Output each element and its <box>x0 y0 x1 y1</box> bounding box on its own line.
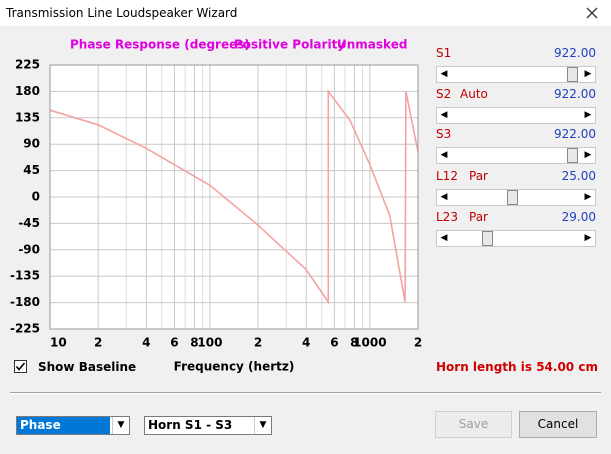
x-tick-label: 6 <box>170 336 178 350</box>
slider-label: S2 <box>436 87 452 101</box>
dropdown-arrow[interactable]: ▼ <box>112 417 129 434</box>
x-tick-label: 4 <box>142 336 150 350</box>
checkbox-label[interactable]: Show Baseline <box>38 360 137 374</box>
slider-label: L12 <box>436 169 458 183</box>
y-tick-label: 135 <box>15 110 40 124</box>
slider-mode: Auto <box>460 87 488 101</box>
slider-track[interactable]: ◀ ▶ <box>436 107 596 124</box>
y-tick-label: 90 <box>23 137 40 151</box>
y-tick-label: 225 <box>15 58 40 72</box>
dropdown-value: Horn S1 - S3 <box>148 418 233 432</box>
x-tick-label: 6 <box>330 336 338 350</box>
slider-mode: Par <box>469 210 488 224</box>
close-button[interactable] <box>586 7 598 19</box>
slider-thumb[interactable] <box>567 67 578 82</box>
checkbox[interactable] <box>14 360 27 373</box>
status-text: Horn length is 54.00 cm <box>436 360 598 374</box>
slider-value: 922.00 <box>554 87 596 101</box>
slider-value: 922.00 <box>554 127 596 141</box>
slider-value: 29.00 <box>561 210 596 224</box>
x-tick-label: 10 <box>50 336 67 350</box>
chart-title: Phase Response (degrees) <box>70 38 250 52</box>
cancel-button[interactable]: Cancel <box>519 411 597 438</box>
slider-label: S3 <box>436 127 452 141</box>
slider-track[interactable]: ◀ ▶ <box>436 147 596 164</box>
y-tick-label: -90 <box>18 242 40 256</box>
y-tick-label: 45 <box>23 163 40 177</box>
x-tick-label: 2 <box>414 336 422 350</box>
slider-thumb[interactable] <box>567 148 578 163</box>
x-tick-label: 1000 <box>353 336 386 350</box>
x-tick-label: 2 <box>94 336 102 350</box>
dropdown[interactable]: Phase ▼ <box>16 416 130 435</box>
slider-track[interactable]: ◀ ▶ <box>436 66 596 83</box>
slider-thumb[interactable] <box>482 231 493 246</box>
x-tick-label: 2 <box>254 336 262 350</box>
slider-label: L23 <box>436 210 458 224</box>
x-axis-label: Frequency (hertz) <box>174 360 295 374</box>
y-tick-label: -225 <box>10 322 40 336</box>
slider-track[interactable]: ◀ ▶ <box>436 230 596 247</box>
title-bar <box>0 0 611 26</box>
annotation: Unmasked <box>337 38 407 52</box>
y-tick-label: -45 <box>18 216 40 230</box>
x-tick-label: 100 <box>197 336 222 350</box>
slider-track[interactable]: ◀ ▶ <box>436 189 596 206</box>
y-tick-label: 180 <box>15 84 40 98</box>
y-tick-label: -180 <box>10 295 40 309</box>
save-button: Save <box>435 411 512 438</box>
plot-border <box>49 64 419 330</box>
slider-thumb[interactable] <box>507 190 518 205</box>
x-tick-label: 8 <box>350 336 358 350</box>
slider-value: 25.00 <box>561 169 596 183</box>
dropdown-value: Phase <box>17 417 110 434</box>
dropdown[interactable]: Horn S1 - S3 ▼ <box>144 416 272 435</box>
data-line <box>49 89 419 305</box>
dropdown-arrow[interactable]: ▼ <box>254 417 271 434</box>
window-title: Transmission Line Loudspeaker Wizard <box>6 6 238 20</box>
y-tick-label: 0 <box>32 190 40 204</box>
chart: Phase Response (degrees) Positive Polari… <box>10 38 422 374</box>
slider-label: S1 <box>436 46 452 60</box>
slider-value: 922.00 <box>554 46 596 60</box>
separator <box>10 392 601 394</box>
slider-mode: Par <box>469 169 488 183</box>
x-tick-label: 4 <box>302 336 310 350</box>
annotation: Positive Polarity <box>234 38 345 52</box>
x-tick-label: 8 <box>190 336 198 350</box>
y-tick-label: -135 <box>10 269 40 283</box>
